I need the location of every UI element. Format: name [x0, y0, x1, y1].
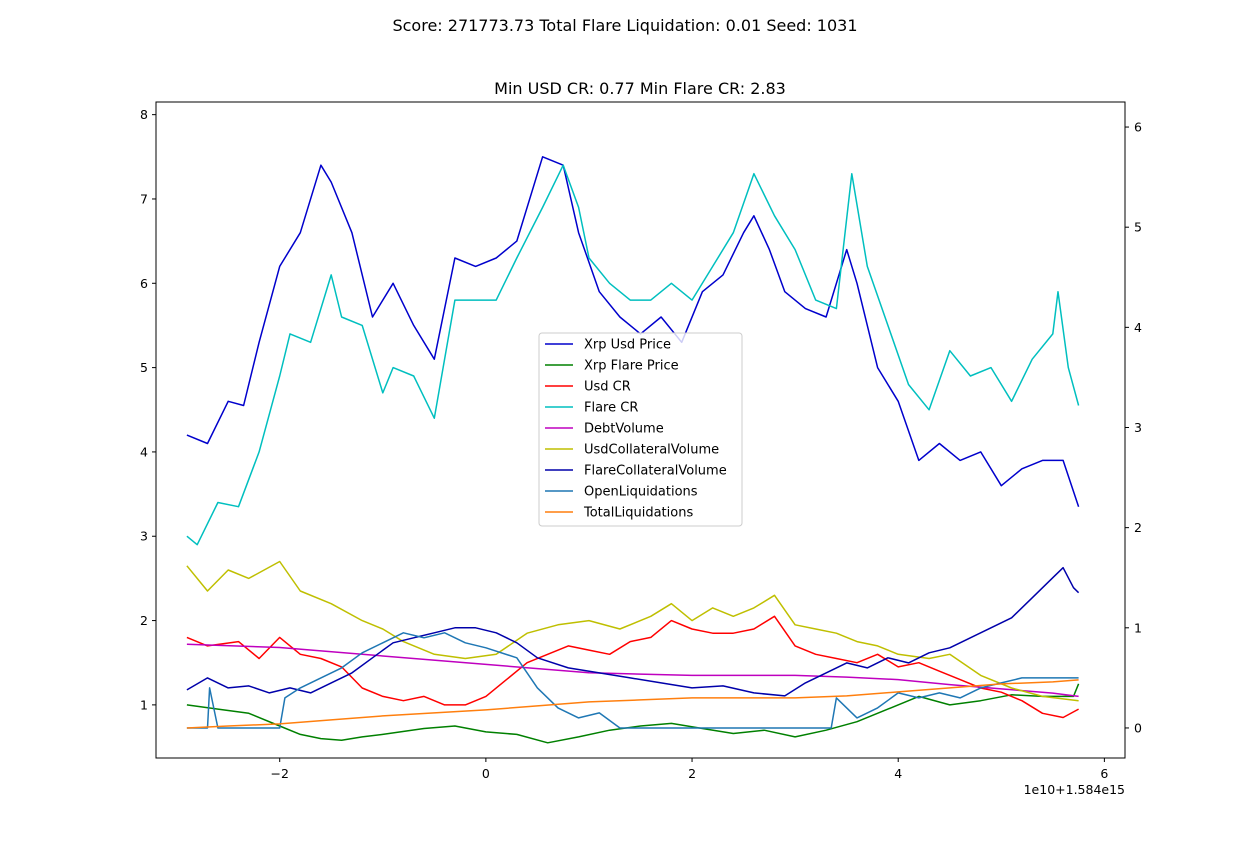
chart-title: Min USD CR: 0.77 Min Flare CR: 2.83 [494, 79, 786, 98]
y-left-tick-label: 1 [140, 697, 148, 712]
y-left-tick-label: 7 [140, 191, 148, 206]
y-left-tick-label: 4 [140, 444, 148, 459]
legend-label-6: FlareCollateralVolume [584, 464, 727, 479]
x-tick-label: 4 [894, 766, 902, 781]
series-line-8 [186, 679, 1079, 729]
y-left-tick-label: 5 [140, 360, 148, 375]
series-line-2 [186, 615, 1079, 719]
series-line-4 [186, 643, 1079, 698]
x-tick-label: 6 [1100, 766, 1108, 781]
y-left-tick-label: 6 [140, 276, 148, 291]
y-right-tick-label: 4 [1134, 320, 1142, 335]
y-left-tick-label: 2 [140, 613, 148, 628]
legend-label-0: Xrp Usd Price [584, 338, 671, 353]
series-line-7 [186, 632, 1079, 729]
y-right-tick-label: 5 [1134, 220, 1142, 235]
y-right-tick-label: 6 [1134, 120, 1142, 135]
legend-label-7: OpenLiquidations [584, 485, 698, 500]
x-offset-label: 1e10+1.584e15 [1024, 782, 1125, 797]
y-left-tick-label: 8 [140, 107, 148, 122]
x-tick-label: 0 [482, 766, 490, 781]
y-left-tick-label: 3 [140, 529, 148, 544]
plot-frame [155, 101, 1126, 759]
legend-label-3: Flare CR [584, 401, 638, 416]
y-right-tick-label: 1 [1134, 620, 1142, 635]
series-line-6 [186, 566, 1080, 697]
legend-label-1: Xrp Flare Price [584, 359, 679, 374]
legend-label-5: UsdCollateralVolume [584, 443, 719, 458]
y-right-tick-label: 3 [1134, 420, 1142, 435]
series-line-3 [186, 164, 1080, 546]
chart-suptitle: Score: 271773.73 Total Flare Liquidation… [392, 16, 857, 35]
legend: Xrp Usd Price Xrp Flare Price Usd CR Flare … [538, 332, 743, 527]
legend-box [538, 332, 743, 527]
legend-label-4: DebtVolume [584, 422, 664, 437]
y-right-tick-label: 0 [1134, 720, 1142, 735]
x-tick-label: −2 [270, 766, 288, 781]
series-line-5 [186, 560, 1079, 702]
y-right-tick-label: 2 [1134, 520, 1142, 535]
legend-label-2: Usd CR [584, 380, 631, 395]
ticks-layer: −2 0 2 4 6 1 2 3 4 5 6 7 8 0 1 2 3 4 5 6 [140, 107, 1142, 781]
series-layer [186, 156, 1080, 744]
x-tick-label: 2 [688, 766, 696, 781]
legend-label-8: TotalLiquidations [583, 506, 693, 521]
